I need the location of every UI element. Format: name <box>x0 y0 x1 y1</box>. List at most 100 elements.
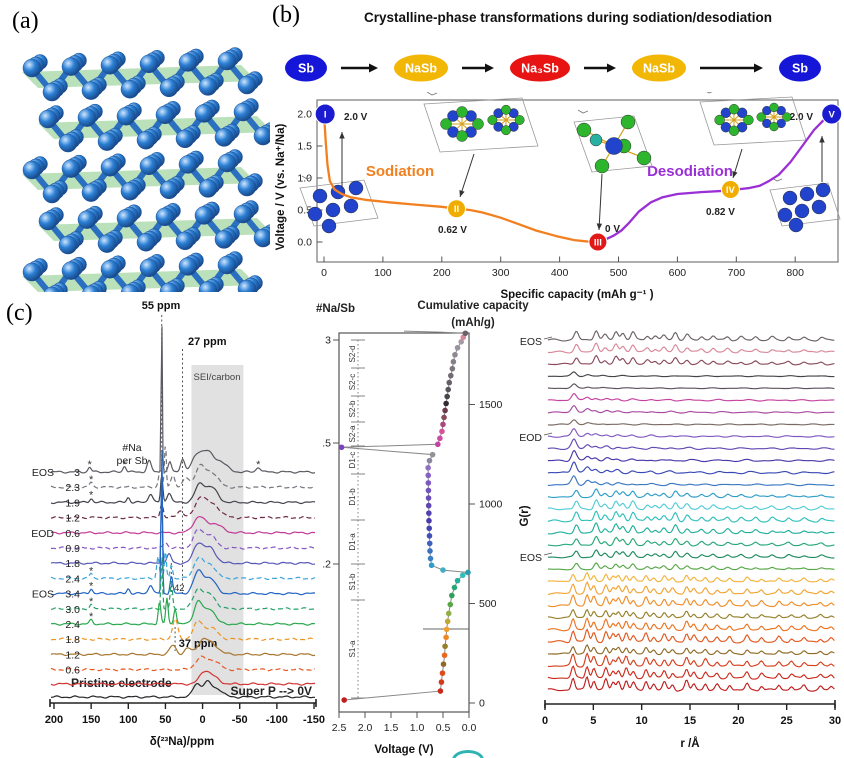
data-point-50 <box>458 339 464 345</box>
data-point-48 <box>452 351 458 358</box>
nmr-spectra-panel: 55 ppm 27 ppm 42 37 ppm SEI/carbon #Na p… <box>31 300 325 748</box>
svg-text:EOD: EOD <box>31 528 54 540</box>
svg-text:0: 0 <box>321 267 327 279</box>
data-point-36 <box>437 435 443 442</box>
pdf-curve-7 <box>547 593 835 608</box>
data-point-4 <box>440 661 447 667</box>
nmr-spectrum-5 <box>50 528 316 550</box>
data-point-10 <box>445 610 452 617</box>
segment-S2-d: S2-d <box>348 346 357 363</box>
nmr-spectrum-9 <box>50 557 316 611</box>
pdf-curve-29 <box>547 330 835 342</box>
crystal-structure-panel <box>22 47 270 292</box>
data-point-11 <box>447 601 454 608</box>
pdf-curve-20 <box>547 438 835 450</box>
annotation-082v: 0.82 V <box>706 207 735 218</box>
nmr-spectrum-14 <box>50 670 316 686</box>
svg-text:0: 0 <box>479 698 485 710</box>
data-point-46 <box>449 365 456 372</box>
peak-42ppm-label: 42 <box>174 583 185 594</box>
svg-text:EOS: EOS <box>32 589 54 601</box>
svg-text:3: 3 <box>74 467 80 479</box>
svg-text:0.6: 0.6 <box>65 528 80 540</box>
data-point-30 <box>425 472 432 479</box>
segment-D1-b: D1-b <box>348 488 357 506</box>
svg-text:600: 600 <box>669 267 687 279</box>
svg-text:700: 700 <box>728 267 746 279</box>
capacity-axis-label: Specific capacity (mAh g⁻¹ ) <box>500 289 653 301</box>
segment-S2-a: S2-a <box>348 425 357 442</box>
svg-text:III: III <box>594 238 602 249</box>
voltage-axis-label: Voltage / V (vs. Na⁺/Na) <box>275 124 287 251</box>
svg-text:0: 0 <box>200 714 206 726</box>
data-point-9 <box>444 618 451 625</box>
pdf-curve-27 <box>547 355 835 366</box>
svg-text:0: 0 <box>542 715 548 727</box>
data-point-15 <box>459 572 466 579</box>
segment-S2-b: S2-b <box>348 400 357 417</box>
data-point-26 <box>425 502 432 509</box>
pdf-curve-22 <box>547 419 835 426</box>
nmr-spectrum-11 <box>50 617 316 641</box>
nmr-spectrum-10 <box>51 597 316 626</box>
data-point-49 <box>454 344 461 351</box>
svg-text:IV: IV <box>726 185 736 196</box>
peak-37ppm-label: 37 ppm <box>179 638 218 650</box>
svg-text:0.5: 0.5 <box>322 438 331 450</box>
svg-text:-150: -150 <box>303 714 325 726</box>
nmr-spectrum-1 <box>50 446 316 489</box>
nmr-spectrum-0 <box>50 326 316 474</box>
peak-55ppm-label: 55 ppm <box>142 300 181 312</box>
data-point-38 <box>440 421 446 428</box>
desodiation-label: Desodiation <box>647 163 733 180</box>
data-point-13 <box>451 584 458 591</box>
na-per-sb-header-2: per Sb <box>117 455 148 467</box>
pdf-curve-15 <box>547 498 835 511</box>
phase-sequence: Sb NaSb Na₃Sb NaSb Sb <box>285 54 821 82</box>
svg-text:0.5: 0.5 <box>436 722 451 734</box>
svg-text:I: I <box>324 110 327 121</box>
data-point-6 <box>442 643 448 650</box>
svg-text:0.0: 0.0 <box>462 722 477 734</box>
svg-text:2.0: 2.0 <box>297 109 312 121</box>
svg-text:500: 500 <box>610 267 628 279</box>
pdf-curve-12 <box>547 535 835 547</box>
pdf-curve-13 <box>547 522 835 535</box>
nmr-spectrum-15 <box>50 679 316 699</box>
svg-text:3.0: 3.0 <box>65 604 80 616</box>
svg-text:*: * <box>88 459 93 471</box>
data-point-21 <box>426 540 433 547</box>
na-per-sb-header-1: #Na <box>122 442 141 454</box>
annotation-2v-left: 2.0 V <box>344 112 368 123</box>
svg-text:3: 3 <box>325 335 331 347</box>
marker-III <box>588 232 608 252</box>
phase-1: NaSb <box>405 62 437 76</box>
svg-text:1.0: 1.0 <box>410 722 425 734</box>
data-point-32 <box>426 457 433 464</box>
panel-c-label: (c) <box>6 300 33 326</box>
svg-text:*: * <box>89 489 94 501</box>
sodiation-label: Sodiation <box>366 163 434 180</box>
svg-text:100: 100 <box>374 267 392 279</box>
panel-b-label: (b) <box>272 2 300 28</box>
svg-text:*: * <box>89 611 94 623</box>
svg-text:25: 25 <box>781 715 793 727</box>
voltage-x-axis-label: Voltage (V) <box>374 744 433 756</box>
nmr-spectrum-12 <box>50 637 316 657</box>
pdf-curve-8 <box>547 581 835 595</box>
pdf-curve-24 <box>547 393 835 402</box>
pdf-curve-6 <box>547 608 835 619</box>
data-point-7 <box>443 634 449 641</box>
data-point-18 <box>428 562 435 569</box>
pdf-curve-3 <box>547 644 835 656</box>
pdf-curve-11 <box>547 549 835 559</box>
svg-text:800: 800 <box>786 267 804 279</box>
pdf-curve-4 <box>547 628 835 644</box>
svg-text:1000: 1000 <box>479 499 503 511</box>
svg-text:0.0: 0.0 <box>297 237 312 249</box>
marker-IV <box>720 180 740 200</box>
pdf-curve-18 <box>547 461 835 475</box>
data-point-23 <box>426 525 433 532</box>
svg-text:3.2: 3.2 <box>322 559 331 571</box>
svg-text:*: * <box>89 565 94 577</box>
